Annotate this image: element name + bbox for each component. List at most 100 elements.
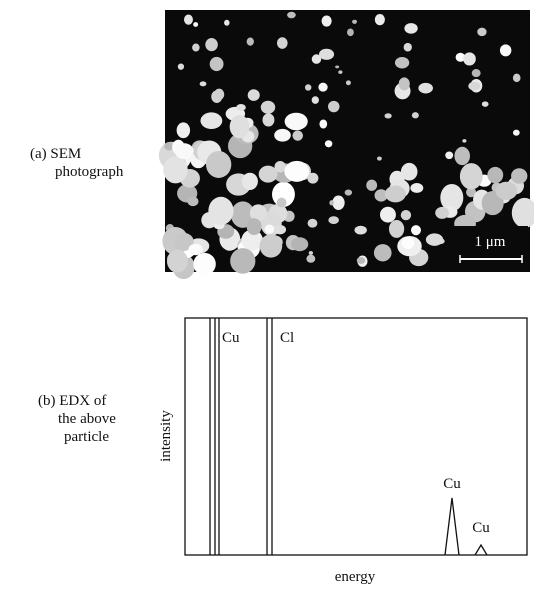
particle [335,65,339,68]
particle [309,251,313,255]
particle [404,23,417,33]
sem-label: photograph [55,164,124,180]
peak-label: Cu [222,330,240,346]
particle [285,113,308,131]
particle [352,20,357,24]
particle [292,131,303,141]
particle [163,156,188,183]
particle [260,234,283,257]
particle [395,57,409,68]
particle [319,49,334,60]
particle [435,207,449,219]
particle [377,156,382,160]
particle [307,173,318,184]
particle [338,70,342,74]
particle [375,14,385,25]
particle [318,83,327,92]
particle [487,167,503,183]
particle [200,112,222,129]
peak-label: Cu [443,476,461,492]
particle [511,168,527,183]
peak-label: Cl [280,330,294,346]
particle [261,101,275,114]
particle [411,225,421,235]
particle [193,253,215,275]
particle [184,15,193,25]
particle [322,15,332,26]
particle [262,113,274,126]
particle [259,166,278,183]
particle [236,104,246,111]
particle [247,218,262,235]
particle [513,74,521,82]
particle [454,147,470,165]
particle [354,226,366,235]
particle [401,210,411,220]
particle [418,83,433,94]
particle [472,69,481,77]
peak [445,498,459,555]
figure: 1 μm (a) SEM photograph Cu Cl Cu Cu inte… [0,0,534,589]
particle [274,225,286,235]
particle [305,84,311,90]
particle [230,248,255,274]
particle [460,163,483,189]
particle [177,122,190,138]
particle [477,28,486,37]
particle [325,140,333,147]
particle [366,180,377,191]
particle [404,43,412,52]
sem-label: (a) SEM [30,146,81,162]
particle [500,44,511,56]
particle [332,196,344,210]
particle [178,63,184,69]
x-axis-label: energy [335,569,376,585]
particle [306,255,315,263]
particle [496,182,518,200]
particle [468,82,480,91]
particle [205,38,218,51]
particle [357,257,365,264]
particle [291,237,308,251]
particle [187,197,198,206]
particle [402,237,415,249]
y-axis-label: intensity [158,410,174,462]
particle [482,101,489,107]
particle [346,80,351,85]
particle [319,119,327,128]
particle [463,52,476,65]
particle [193,22,198,27]
particle [374,244,392,261]
particle [513,130,520,136]
particle [410,183,423,193]
particle [328,101,340,112]
particle [206,151,231,178]
scale-label: 1 μm [475,234,506,250]
particle [462,139,466,143]
edx-label: (b) EDX of [38,393,106,409]
particle [347,29,354,37]
particle [208,197,233,225]
particle [389,220,404,238]
particle [284,161,309,182]
particle [192,44,200,52]
particle [277,198,287,208]
particle [312,96,319,104]
particle [412,112,419,118]
particle [329,200,333,205]
particle [248,89,260,101]
particle [175,143,194,159]
edx-label: the above [58,411,116,427]
particle [167,250,188,273]
particle [200,81,207,86]
particle [385,186,406,203]
particle [274,129,291,142]
edx-label: particle [64,429,109,445]
peak-label: Cu [472,520,490,536]
particle [328,216,339,224]
particle [399,77,410,90]
particle [426,233,443,245]
particle [242,173,258,190]
particle [214,89,224,100]
particle [210,57,224,71]
